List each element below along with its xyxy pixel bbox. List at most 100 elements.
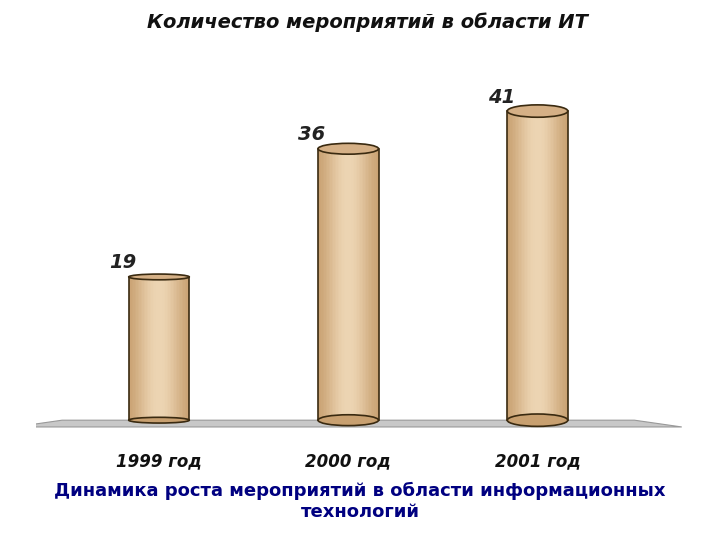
Polygon shape (138, 277, 140, 420)
Polygon shape (318, 148, 320, 420)
Polygon shape (161, 277, 162, 420)
Polygon shape (323, 148, 324, 420)
Polygon shape (528, 111, 530, 420)
Polygon shape (151, 277, 153, 420)
Polygon shape (335, 148, 336, 420)
Polygon shape (549, 111, 551, 420)
Polygon shape (534, 111, 536, 420)
Polygon shape (541, 111, 542, 420)
Polygon shape (320, 148, 321, 420)
Polygon shape (557, 111, 559, 420)
Text: Количество мероприятий в области ИТ: Количество мероприятий в области ИТ (147, 12, 588, 32)
Polygon shape (325, 148, 327, 420)
Polygon shape (530, 111, 531, 420)
Polygon shape (364, 148, 365, 420)
Polygon shape (366, 148, 368, 420)
Polygon shape (136, 277, 138, 420)
Polygon shape (536, 111, 538, 420)
Polygon shape (327, 148, 328, 420)
Polygon shape (144, 277, 145, 420)
Polygon shape (158, 277, 159, 420)
Polygon shape (361, 148, 362, 420)
Polygon shape (548, 111, 549, 420)
Polygon shape (510, 111, 512, 420)
Ellipse shape (508, 105, 568, 117)
Polygon shape (545, 111, 546, 420)
Polygon shape (512, 111, 513, 420)
Ellipse shape (318, 415, 379, 426)
Polygon shape (179, 277, 180, 420)
Polygon shape (556, 111, 557, 420)
Polygon shape (559, 111, 560, 420)
Polygon shape (180, 277, 181, 420)
Polygon shape (133, 277, 135, 420)
Polygon shape (155, 277, 156, 420)
Polygon shape (332, 148, 333, 420)
Polygon shape (519, 111, 521, 420)
Polygon shape (546, 111, 548, 420)
Polygon shape (140, 277, 141, 420)
Polygon shape (338, 148, 339, 420)
Polygon shape (564, 111, 567, 420)
Polygon shape (544, 111, 545, 420)
Polygon shape (186, 277, 188, 420)
Polygon shape (339, 148, 341, 420)
Polygon shape (350, 148, 351, 420)
Polygon shape (346, 148, 347, 420)
Polygon shape (374, 148, 376, 420)
Polygon shape (163, 277, 165, 420)
Text: 19: 19 (109, 253, 136, 272)
Polygon shape (336, 148, 338, 420)
Polygon shape (165, 277, 166, 420)
Polygon shape (147, 277, 148, 420)
Polygon shape (143, 277, 144, 420)
Text: 1999 год: 1999 год (116, 452, 202, 470)
Polygon shape (168, 277, 170, 420)
Polygon shape (515, 111, 516, 420)
Polygon shape (377, 148, 379, 420)
Text: 2000 год: 2000 год (305, 452, 391, 470)
Polygon shape (148, 277, 150, 420)
Polygon shape (185, 277, 186, 420)
Polygon shape (184, 277, 185, 420)
Text: 36: 36 (298, 125, 325, 144)
Polygon shape (372, 148, 374, 420)
Polygon shape (513, 111, 515, 420)
Ellipse shape (129, 274, 189, 280)
Polygon shape (347, 148, 348, 420)
Polygon shape (516, 111, 518, 420)
Polygon shape (562, 111, 563, 420)
Polygon shape (527, 111, 528, 420)
Polygon shape (173, 277, 174, 420)
Polygon shape (174, 277, 176, 420)
Polygon shape (130, 277, 132, 420)
Polygon shape (188, 277, 189, 420)
Polygon shape (353, 148, 354, 420)
Polygon shape (539, 111, 541, 420)
Polygon shape (376, 148, 377, 420)
Polygon shape (330, 148, 332, 420)
Polygon shape (508, 111, 509, 420)
Polygon shape (159, 277, 161, 420)
Polygon shape (369, 148, 371, 420)
Polygon shape (181, 277, 184, 420)
Polygon shape (554, 111, 556, 420)
Polygon shape (129, 277, 130, 420)
Text: 41: 41 (487, 87, 515, 106)
Polygon shape (171, 277, 173, 420)
Polygon shape (526, 111, 527, 420)
Polygon shape (15, 420, 682, 427)
Text: 2001 год: 2001 год (495, 452, 580, 470)
Polygon shape (170, 277, 171, 420)
Polygon shape (135, 277, 136, 420)
Polygon shape (551, 111, 553, 420)
Ellipse shape (129, 417, 189, 423)
Polygon shape (538, 111, 539, 420)
Polygon shape (141, 277, 143, 420)
Polygon shape (150, 277, 151, 420)
Polygon shape (342, 148, 343, 420)
Polygon shape (333, 148, 335, 420)
Polygon shape (371, 148, 372, 420)
Polygon shape (356, 148, 357, 420)
Polygon shape (341, 148, 342, 420)
